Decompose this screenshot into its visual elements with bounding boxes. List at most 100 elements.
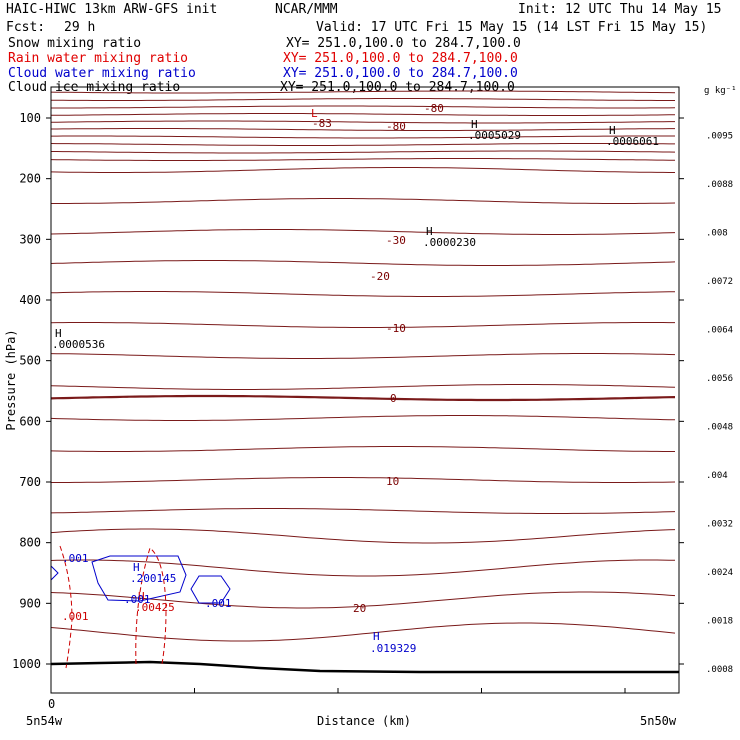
cloudwater-label: .001 bbox=[62, 552, 89, 565]
field-rain-xy: XY= 251.0,100.0 to 284.7,100.0 bbox=[283, 51, 518, 66]
x-axis-ticks bbox=[50, 688, 626, 693]
colorbar: .0095 .0088 .008 .0072 .0064 .0056 .0048 .004 .0… bbox=[706, 132, 733, 675]
terrain-line bbox=[50, 660, 679, 674]
high-marker: H bbox=[138, 590, 145, 603]
high-value: .0006061 bbox=[606, 135, 659, 148]
y-axis-label: Pressure (hPa) bbox=[4, 329, 18, 430]
org-label: NCAR/MMM bbox=[275, 2, 338, 17]
high-marker: H bbox=[373, 630, 380, 643]
isotherm bbox=[51, 150, 676, 154]
colorbar-tick-label: .0008 bbox=[706, 665, 733, 675]
high-value: .0005029 bbox=[468, 129, 521, 142]
colorbar-tick-label: .0072 bbox=[706, 277, 733, 287]
cloudwater-label: .001 bbox=[124, 593, 151, 606]
y-tick-label: 800 bbox=[19, 536, 41, 550]
high-value: .0000536 bbox=[52, 338, 105, 351]
isotherm bbox=[50, 98, 675, 101]
rain-contour bbox=[135, 547, 167, 665]
isotherm-lines bbox=[50, 90, 676, 642]
cloudwater-contour bbox=[50, 565, 59, 581]
temp-label: -80 bbox=[424, 102, 444, 115]
high-marker: H bbox=[471, 118, 478, 131]
x-tick-label-0: 0 bbox=[48, 697, 55, 711]
isotherm bbox=[50, 291, 676, 297]
y-tick-label: 400 bbox=[19, 293, 41, 307]
x-tick-label-end: 5n50w bbox=[640, 714, 677, 728]
field-cloudwater-name: Cloud water mixing ratio bbox=[8, 66, 196, 81]
valid-time: Valid: 17 UTC Fri 15 May 15 (14 LST Fri … bbox=[316, 20, 708, 35]
model-title: HAIC-HIWC 13km ARW-GFS init bbox=[6, 2, 218, 17]
temp-label: -10 bbox=[386, 322, 406, 335]
field-rain-name: Rain water mixing ratio bbox=[8, 51, 189, 66]
isotherm bbox=[50, 384, 676, 390]
isotherm bbox=[50, 90, 676, 94]
colorbar-tick-label: .0032 bbox=[706, 519, 733, 529]
isotherm bbox=[50, 446, 675, 452]
plot-frame bbox=[50, 86, 680, 694]
cloudwater-label: .200145 bbox=[130, 572, 176, 585]
temp-label: -20 bbox=[370, 270, 390, 283]
isotherm bbox=[50, 415, 676, 421]
colorbar-tick-label: .004 bbox=[706, 471, 728, 481]
high-marker: H bbox=[609, 124, 616, 137]
isotherm bbox=[50, 353, 676, 359]
cloudwater-contour bbox=[190, 575, 231, 604]
cloudwater-label: .001 bbox=[205, 597, 232, 610]
low-marker: L bbox=[311, 107, 318, 120]
forecast-label: Fcst: bbox=[6, 20, 46, 35]
isotherm bbox=[51, 120, 675, 124]
isotherm bbox=[50, 591, 676, 609]
rain-label: .00425 bbox=[135, 601, 175, 614]
colorbar-tick-label: .0018 bbox=[706, 616, 733, 626]
rain-contour bbox=[59, 545, 73, 669]
forecast-hour: 29 h bbox=[64, 20, 96, 35]
terrain bbox=[50, 660, 679, 674]
isotherm bbox=[50, 158, 675, 161]
high-value: .0000230 bbox=[423, 236, 476, 249]
temp-label: 20 bbox=[353, 602, 366, 615]
high-marker: H bbox=[426, 225, 433, 238]
isotherm bbox=[51, 113, 675, 116]
colorbar-tick-label: .0048 bbox=[706, 422, 733, 432]
isotherm bbox=[51, 477, 676, 483]
colorbar-tick-label: .0024 bbox=[706, 568, 733, 578]
isotherm bbox=[50, 143, 675, 146]
cloudwater-label: .019329 bbox=[370, 642, 416, 655]
field-snow-xy: XY= 251.0,100.0 to 284.7,100.0 bbox=[286, 36, 521, 51]
isotherm bbox=[50, 260, 676, 266]
isotherm bbox=[51, 128, 675, 131]
isotherm bbox=[50, 528, 676, 544]
y-tick-label: 300 bbox=[19, 232, 41, 246]
isotherm bbox=[51, 105, 676, 109]
y-tick-label: 700 bbox=[19, 475, 41, 489]
rain-label: .001 bbox=[62, 610, 89, 623]
y-tick-label: 500 bbox=[19, 354, 41, 368]
temp-label: -80 bbox=[386, 120, 406, 133]
colorbar-tick-label: .008 bbox=[706, 228, 728, 238]
y-tick-label: 600 bbox=[19, 414, 41, 428]
temp-label: -83 bbox=[312, 117, 332, 130]
isotherm bbox=[50, 229, 676, 235]
isotherm bbox=[50, 322, 675, 328]
temp-label: 10 bbox=[386, 475, 399, 488]
x-axis-label: Distance (km) bbox=[317, 714, 411, 728]
temp-label: 0 bbox=[390, 392, 397, 405]
isotherm bbox=[50, 508, 676, 514]
isotherm bbox=[50, 394, 676, 402]
y-tick-label: 900 bbox=[19, 596, 41, 610]
x-tick-label-start: 5n54w bbox=[26, 714, 63, 728]
isotherm bbox=[50, 559, 676, 577]
moisture-contours bbox=[50, 545, 231, 669]
high-marker: H bbox=[55, 327, 62, 340]
init-time: Init: 12 UTC Thu 14 May 15 bbox=[518, 2, 722, 17]
y-tick-label: 100 bbox=[19, 111, 41, 125]
isotherm bbox=[50, 622, 676, 642]
high-marker: H bbox=[133, 561, 140, 574]
field-cloudwater-xy: XY= 251.0,100.0 to 284.7,100.0 bbox=[283, 66, 518, 81]
y-tick-label: 200 bbox=[19, 172, 41, 186]
colorbar-tick-label: .0056 bbox=[706, 374, 733, 384]
field-snow-name: Snow mixing ratio bbox=[8, 36, 142, 51]
isotherm bbox=[51, 198, 676, 204]
